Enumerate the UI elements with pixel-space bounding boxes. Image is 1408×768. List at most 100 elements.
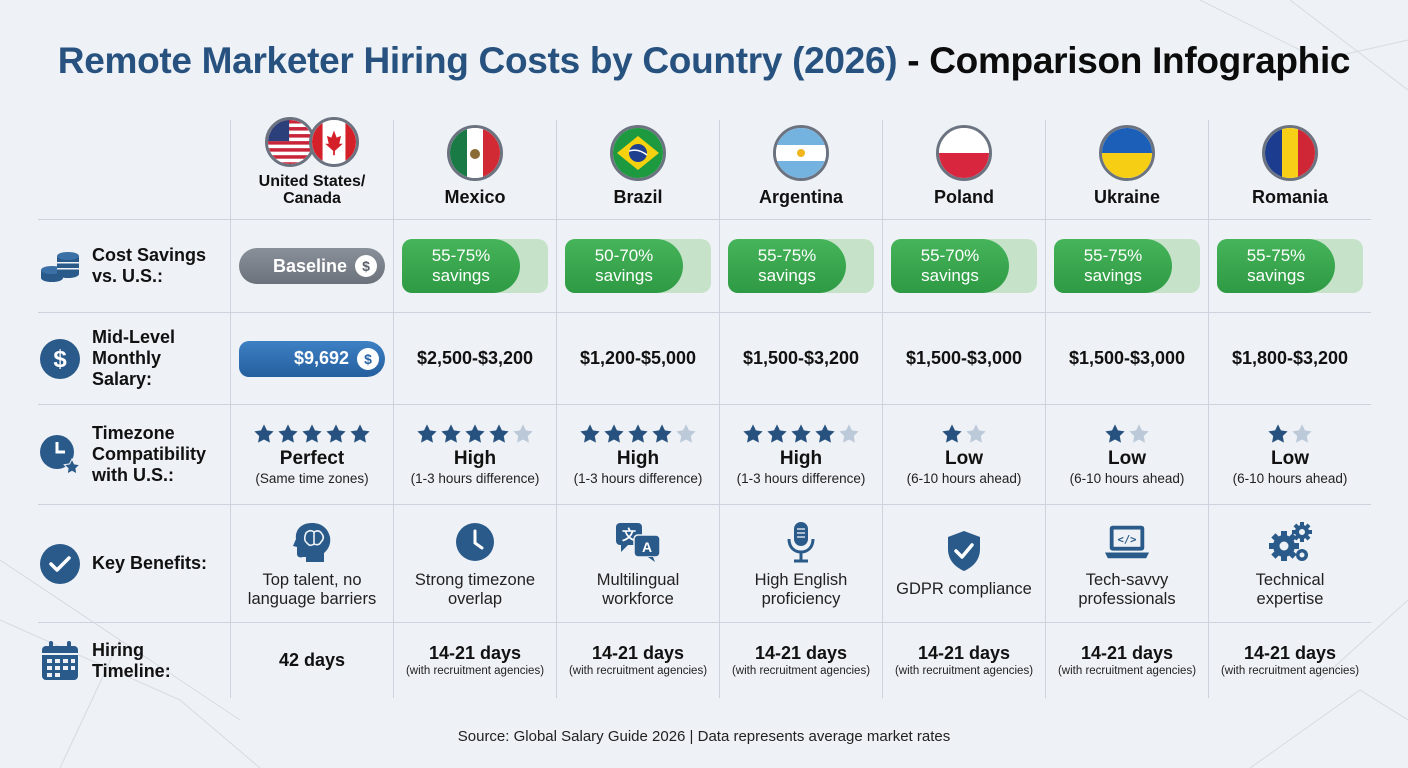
us-flag-icon xyxy=(265,117,315,167)
star-filled-icon xyxy=(767,424,787,443)
timezone-level: Perfect xyxy=(279,448,345,469)
comparison-table: United States/ Canada Mexico Brazil Arge… xyxy=(38,117,1371,698)
timezone-detail: (1-3 hours difference) xyxy=(410,471,540,486)
calendar-icon-graphic xyxy=(42,640,78,680)
row-label-timezone: Timezone Compatibility with U.S.: xyxy=(38,405,230,505)
star-rating xyxy=(1267,422,1313,446)
salary-value: $1,800-$3,200 xyxy=(1231,348,1349,368)
timezone-level: High xyxy=(453,448,497,469)
row-label-text: Mid-Level Monthly Salary: xyxy=(92,327,176,389)
savings-percent: 50-70% xyxy=(594,246,654,265)
svg-text:$: $ xyxy=(53,346,67,373)
star-rating xyxy=(742,422,860,446)
savings-percent: 55-75% xyxy=(1083,246,1143,265)
svg-text:</>: </> xyxy=(1117,533,1136,545)
savings-pill: 50-70% savings xyxy=(565,239,711,293)
benefit-text: Tech-savvy professionals xyxy=(1078,570,1176,608)
translate-icon-graphic: 文A xyxy=(616,522,661,562)
star-rating xyxy=(1104,422,1150,446)
benefit-cell: </> Tech-savvy professionals xyxy=(1045,505,1208,623)
dollar-icon: $ xyxy=(38,337,82,381)
romania-flag-icon xyxy=(1262,125,1318,181)
row-label-text: Key Benefits: xyxy=(92,553,208,573)
star-rating xyxy=(253,422,371,446)
star-filled-icon xyxy=(350,424,370,443)
gears-icon xyxy=(1267,519,1313,565)
dollar-icon-graphic: $ xyxy=(40,338,80,379)
timeline-cell: 14-21 days (with recruitment agencies) xyxy=(882,623,1045,698)
star-filled-icon xyxy=(791,424,811,443)
salary-cell: $9,692 $ xyxy=(230,313,393,405)
timeline-cell: 42 days xyxy=(230,623,393,698)
star-filled-icon xyxy=(1268,424,1288,443)
clock-icon-graphic xyxy=(456,522,494,561)
star-empty-icon xyxy=(513,424,533,443)
savings-pill: 55-75% savings xyxy=(1054,239,1200,293)
microphone-icon-graphic xyxy=(787,521,815,562)
star-empty-icon xyxy=(676,424,696,443)
savings-word: savings xyxy=(758,266,816,285)
salary-pill: $9,692 $ xyxy=(239,340,385,377)
timezone-cell: Low (6-10 hours ahead) xyxy=(882,405,1045,505)
savings-cell: 55-75% savings xyxy=(1045,220,1208,313)
hiring-days-note: (with recruitment agencies) xyxy=(405,664,545,677)
clock-icon xyxy=(452,519,498,565)
country-name: Ukraine xyxy=(1093,187,1161,207)
benefit-text: High English proficiency xyxy=(754,570,848,608)
timezone-cell: High (1-3 hours difference) xyxy=(393,405,556,505)
savings-percent: 55-75% xyxy=(1246,246,1306,265)
benefit-cell: High English proficiency xyxy=(719,505,882,623)
salary-cell: $1,500-$3,000 xyxy=(882,313,1045,405)
checkmark-icon xyxy=(38,542,82,586)
timeline-cell: 14-21 days (with recruitment agencies) xyxy=(1208,623,1371,698)
laptop-code-icon: </> xyxy=(1104,519,1150,565)
benefit-cell: 文 A Multilingual workforce xyxy=(556,505,719,623)
timezone-detail: (6-10 hours ahead) xyxy=(1069,471,1185,486)
salary-value: $1,500-$3,200 xyxy=(742,348,860,368)
star-rating xyxy=(941,422,987,446)
title-main: Remote Marketer Hiring Costs by Country … xyxy=(57,40,898,81)
benefit-text: Strong timezone overlap xyxy=(414,570,536,608)
source-note: Source: Global Salary Guide 2026 | Data … xyxy=(457,728,951,745)
star-filled-icon xyxy=(604,424,624,443)
savings-cell: 55-75% savings xyxy=(1208,220,1371,313)
savings-cell: 55-75% savings xyxy=(719,220,882,313)
timezone-detail: (6-10 hours ahead) xyxy=(1232,471,1348,486)
star-empty-icon xyxy=(839,424,859,443)
svg-text:A: A xyxy=(642,539,652,555)
shield-check-icon-graphic xyxy=(948,531,980,571)
coins-icon xyxy=(38,244,82,288)
star-filled-icon xyxy=(441,424,461,443)
savings-pill-fill: 55-75% savings xyxy=(1217,239,1335,293)
hiring-days: 14-21 days xyxy=(917,642,1011,663)
savings-cell: Baseline $ xyxy=(230,220,393,313)
benefit-cell: GDPR compliance xyxy=(882,505,1045,623)
brain-head-icon-graphic xyxy=(293,522,331,562)
argentina-flag-icon xyxy=(773,125,829,181)
star-filled-icon xyxy=(942,424,962,443)
timeline-cell: 14-21 days (with recruitment agencies) xyxy=(719,623,882,698)
hiring-days: 14-21 days xyxy=(591,642,685,663)
timezone-level: Low xyxy=(1108,448,1146,469)
country-name: Brazil xyxy=(613,187,663,207)
savings-cell: 55-75% savings xyxy=(393,220,556,313)
timezone-cell: Low (6-10 hours ahead) xyxy=(1045,405,1208,505)
savings-word: savings xyxy=(1247,266,1305,285)
savings-percent: 55-75% xyxy=(431,246,491,265)
benefit-text: Multilingual workforce xyxy=(596,570,680,608)
clock-star-icon-graphic xyxy=(40,434,81,475)
baseline-pill: Baseline $ xyxy=(239,248,385,284)
star-filled-icon xyxy=(254,424,274,443)
hiring-days: 14-21 days xyxy=(1243,642,1337,663)
timeline-cell: 14-21 days (with recruitment agencies) xyxy=(556,623,719,698)
hiring-days-note: (with recruitment agencies) xyxy=(1057,664,1197,677)
benefit-text: Technical expertise xyxy=(1255,570,1325,608)
country-header-romania: Romania xyxy=(1208,120,1371,220)
timezone-detail: (1-3 hours difference) xyxy=(573,471,703,486)
title-suffix: - Comparison Infographic xyxy=(897,40,1351,81)
star-empty-icon xyxy=(1129,424,1149,443)
savings-percent: 55-70% xyxy=(920,246,980,265)
country-header-us-ca: United States/ Canada xyxy=(230,117,393,220)
star-filled-icon xyxy=(278,424,298,443)
timezone-level: Low xyxy=(945,448,983,469)
